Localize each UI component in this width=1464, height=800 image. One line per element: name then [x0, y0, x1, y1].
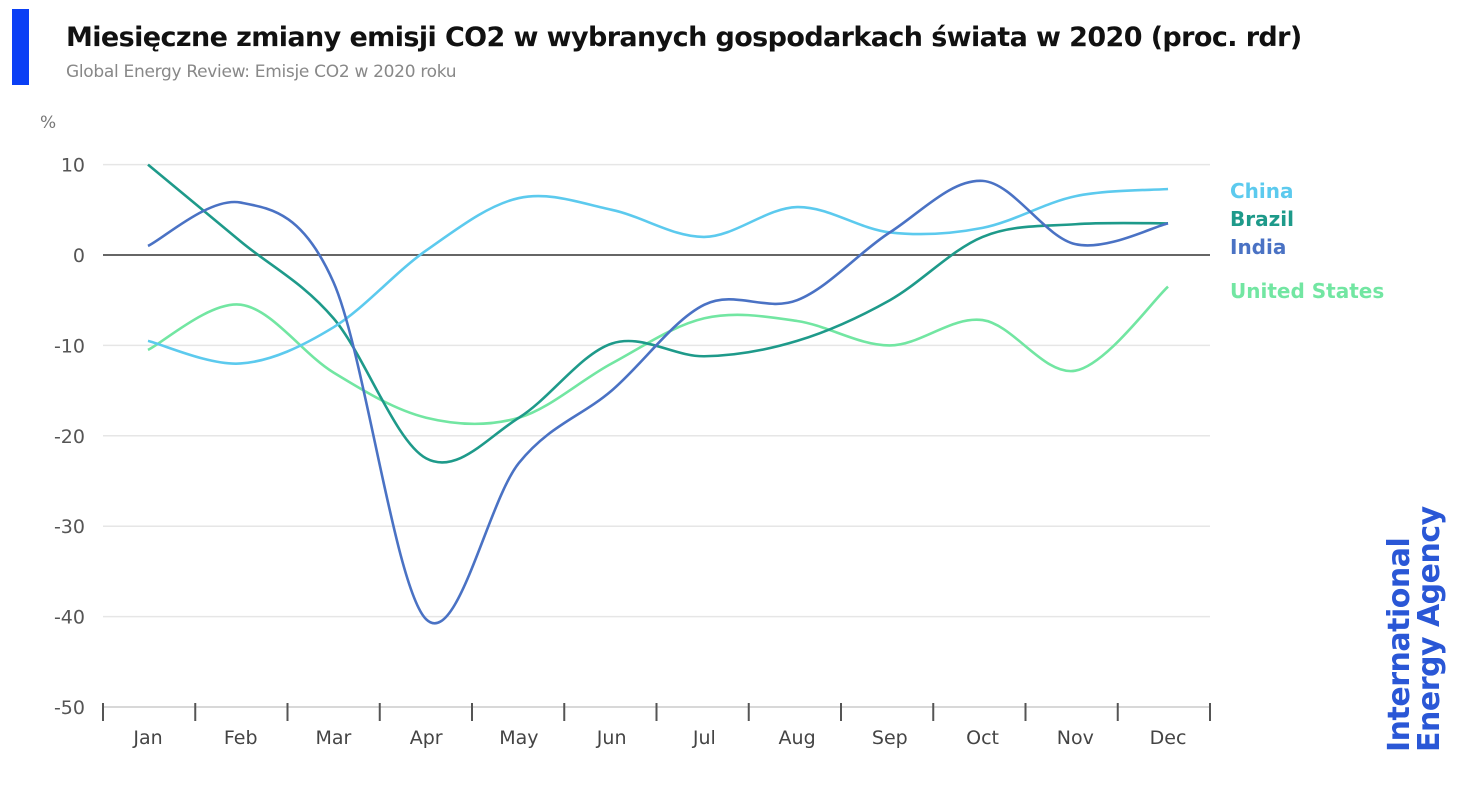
x-tick-label: Nov — [1057, 727, 1094, 749]
x-tick-label: Apr — [410, 727, 443, 749]
y-tick-label: -10 — [54, 335, 85, 357]
x-tick-label: Sep — [872, 727, 908, 749]
chart-title: Miesięczne zmiany emisji CO2 w wybranych… — [66, 22, 1302, 53]
y-tick-label: -20 — [54, 426, 85, 448]
series-line-india — [147, 179, 1169, 625]
legend-label-china: China — [1230, 179, 1294, 203]
logo-line-2: Energy Agency — [1412, 506, 1447, 752]
logo-line-1: International — [1382, 537, 1417, 752]
series-line-brazil — [147, 163, 1169, 464]
y-tick-label: 0 — [73, 245, 85, 267]
chart-subtitle: Global Energy Review: Emisje CO2 w 2020 … — [66, 62, 457, 82]
legend-label-united-states: United States — [1230, 279, 1384, 303]
series-line-china — [147, 187, 1169, 365]
x-tick-label: Mar — [316, 727, 352, 749]
y-tick-label: 10 — [61, 155, 85, 177]
y-tick-label: -30 — [54, 516, 85, 538]
y-axis-label: % — [40, 113, 56, 133]
x-tick-label: Feb — [224, 727, 258, 749]
x-tick-label: Dec — [1150, 727, 1187, 749]
x-tick-label: Jan — [132, 727, 162, 749]
legend-label-india: India — [1230, 235, 1286, 259]
series-line-united-states — [147, 285, 1169, 426]
legend-label-brazil: Brazil — [1230, 207, 1294, 231]
x-tick-label: Aug — [779, 727, 816, 749]
iea-logo: International Energy Agency — [1382, 506, 1447, 752]
x-tick-label: May — [499, 727, 538, 749]
x-tick-label: Jul — [692, 727, 716, 749]
accent-bar — [12, 9, 29, 85]
y-tick-label: -40 — [54, 607, 85, 629]
x-tick-label: Jun — [596, 727, 627, 749]
y-tick-label: -50 — [54, 697, 85, 719]
x-tick-label: Oct — [966, 727, 999, 749]
